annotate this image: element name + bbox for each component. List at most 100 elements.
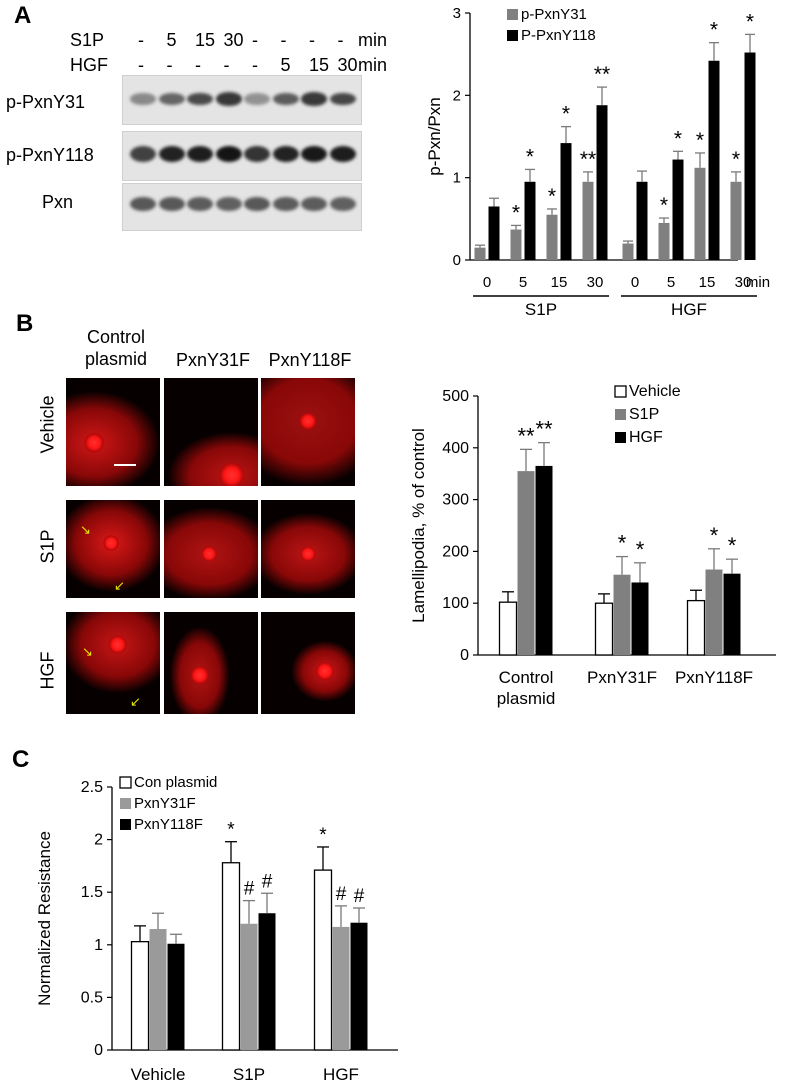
- x-tick-label: 15: [699, 274, 716, 291]
- x-tick-label: Vehicle: [131, 1065, 186, 1084]
- bar: [594, 602, 614, 656]
- significance-mark: **: [535, 417, 553, 442]
- bar: [546, 214, 558, 260]
- significance-mark: *: [548, 185, 556, 208]
- x-tick-label: Control: [499, 668, 554, 687]
- micro-col-title-y118f: PxnY118F: [268, 350, 352, 370]
- y-tick-label: 1: [94, 937, 103, 954]
- bar: [744, 52, 756, 260]
- x-tick-label: 15: [551, 274, 568, 291]
- cell-micrograph: [66, 378, 160, 486]
- hgf-lane-value: -: [166, 55, 173, 75]
- bar: [258, 913, 276, 1050]
- hgf-lane-value: 5: [280, 55, 291, 75]
- bar: [686, 599, 706, 656]
- x-tick-label: 5: [667, 274, 675, 291]
- s1p-lane-value: 15: [195, 30, 216, 50]
- chart-c-normalized-resistance: 0 0.5 1 1.5 2 2.5 Normalized Resistance Vehicle…: [35, 774, 398, 1084]
- x-tick-label: PxnY118F: [675, 668, 753, 687]
- significance-mark: *: [674, 127, 682, 150]
- hgf-lane-value: -: [195, 55, 201, 75]
- panel-label-c: C: [12, 746, 30, 773]
- legend-swatch: [119, 776, 132, 789]
- hgf-lane-value: -: [138, 55, 144, 75]
- blot-strip-pxn: [122, 183, 362, 231]
- x-tick-label: 0: [483, 274, 491, 291]
- significance-mark: *: [512, 201, 520, 224]
- significance-mark: *: [728, 533, 737, 558]
- x-tick-label: S1P: [233, 1065, 265, 1084]
- legend-label: Vehicle: [629, 383, 681, 400]
- legend-swatch: [120, 798, 131, 809]
- bar: [350, 922, 368, 1050]
- blot-band: [158, 197, 185, 211]
- hgf-lane-value: 30: [337, 55, 358, 75]
- cell-micrograph: [164, 378, 258, 486]
- bar: [622, 243, 634, 260]
- blot-band: [329, 92, 356, 106]
- cell-micrograph: [66, 500, 160, 598]
- bar: [517, 471, 535, 655]
- hgf-row-label: HGF: [70, 55, 108, 75]
- x-tick-label: 0: [631, 274, 639, 291]
- y-tick-label: 200: [442, 543, 469, 560]
- y-axis-label: Lamellipodia, % of control: [409, 428, 428, 623]
- s1p-unit-label: min: [358, 30, 388, 50]
- cell-micrograph: [164, 500, 258, 598]
- significance-mark: **: [580, 148, 596, 171]
- x-tick-label: 30: [735, 274, 752, 291]
- y-tick-label: 0: [94, 1042, 103, 1059]
- blot-band: [244, 197, 270, 211]
- blot-band: [329, 197, 356, 211]
- blot-band: [130, 93, 156, 105]
- s1p-lane-value: 30: [223, 30, 244, 50]
- blot-band: [272, 197, 299, 211]
- micro-col-title-control: Control plasmid: [84, 327, 148, 369]
- bar: [149, 929, 167, 1050]
- s1p-lane-value: -: [280, 30, 287, 50]
- cell-micrograph: [164, 612, 258, 714]
- bar: [672, 159, 684, 260]
- hgf-lane-value: -: [223, 55, 230, 75]
- y-tick-label: 300: [442, 492, 469, 509]
- legend-label: p-PxnY31: [521, 6, 587, 23]
- cell-micrograph: [261, 378, 355, 486]
- cell-micrograph: [66, 612, 160, 714]
- blot-band: [301, 197, 327, 211]
- legend-label: P-PxnY118: [521, 27, 596, 44]
- bar: [167, 943, 185, 1050]
- bar: [332, 926, 350, 1050]
- cell-micrograph: [261, 612, 355, 714]
- significance-mark: *: [660, 194, 668, 217]
- cell-micrograph: [261, 500, 355, 598]
- group-label: S1P: [525, 300, 557, 319]
- micro-row-title-hgf: HGF: [37, 651, 58, 690]
- blot-band: [187, 146, 213, 162]
- bar: [524, 181, 536, 260]
- x-tick-label: 30: [587, 274, 604, 291]
- legend-swatch: [507, 9, 518, 20]
- hgf-lane-value: -: [252, 55, 258, 75]
- bar: [658, 222, 670, 260]
- lamellipodia-arrow: ↙: [130, 694, 141, 709]
- y-tick-label: 1.5: [81, 884, 103, 901]
- x-tick-label: plasmid: [497, 689, 556, 708]
- significance-mark: *: [710, 523, 719, 548]
- y-tick-label: 2: [94, 832, 103, 849]
- blot-band: [244, 146, 270, 162]
- significance-mark: *: [562, 103, 570, 126]
- y-axis-label: Normalized Resistance: [35, 831, 54, 1006]
- y-tick-label: 0: [460, 647, 469, 664]
- significance-mark: *: [746, 10, 754, 33]
- s1p-lane-value: -: [252, 30, 258, 50]
- significance-mark: *: [696, 129, 704, 152]
- s1p-lane-value: -: [138, 30, 144, 50]
- significance-mark: **: [517, 423, 535, 448]
- y-tick-label: 1: [453, 170, 461, 187]
- significance-mark: *: [636, 537, 645, 562]
- blot-band: [158, 92, 185, 106]
- panel-label-a: A: [14, 2, 32, 29]
- significance-mark: *: [526, 145, 534, 168]
- blot-band: [158, 146, 185, 162]
